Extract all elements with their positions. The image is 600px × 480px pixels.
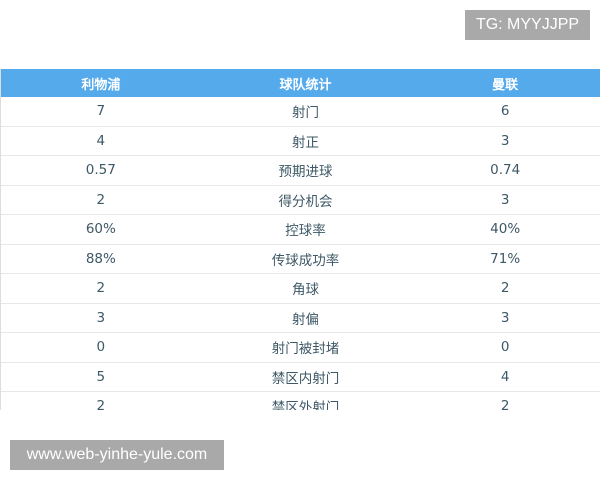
home-value: 88% <box>85 250 116 267</box>
table-row: 60% 控球率 40% <box>1 215 600 245</box>
away-value: 3 <box>500 132 510 149</box>
watermark-bottom: www.web-yinhe-yule.com <box>10 440 224 470</box>
away-value: 3 <box>500 309 510 326</box>
header-home-team: 利物浦 <box>81 77 121 93</box>
home-value: 5 <box>96 368 106 385</box>
stats-table: 利物浦 球队统计 曼联 7 射门 6 4 射正 3 0.57 预期进球 0.74 2 得分机会 3 60… <box>0 69 600 410</box>
stat-name: 射偏 <box>292 311 319 328</box>
home-value: 60% <box>85 221 116 238</box>
table-row: 0 射门被封堵 0 <box>1 333 600 363</box>
table-row: 2 角球 2 <box>1 274 600 304</box>
watermark-top: TG: MYYJJPP <box>465 10 590 40</box>
home-value: 0.57 <box>85 162 116 179</box>
home-value: 3 <box>96 309 106 326</box>
stat-name: 得分机会 <box>278 193 333 210</box>
stat-name: 传球成功率 <box>271 252 340 269</box>
table-row: 2 得分机会 3 <box>1 186 600 215</box>
stat-name: 禁区外射门 <box>271 400 340 410</box>
away-value: 0 <box>500 339 510 356</box>
home-value: 0 <box>96 339 106 356</box>
table-row: 7 射门 6 <box>1 97 600 127</box>
table-row: 5 禁区内射门 4 <box>1 363 600 392</box>
table-row: 88% 传球成功率 71% <box>1 245 600 274</box>
away-value: 4 <box>500 368 510 385</box>
stat-name: 射门被封堵 <box>271 341 340 358</box>
away-value: 6 <box>500 103 510 120</box>
stat-name: 射门 <box>292 105 319 122</box>
home-value: 4 <box>96 132 106 149</box>
header-away-team: 曼联 <box>492 77 519 93</box>
table-row: 0.57 预期进球 0.74 <box>1 156 600 186</box>
table-header: 利物浦 球队统计 曼联 <box>1 69 600 97</box>
away-value: 3 <box>500 191 510 208</box>
stat-name: 角球 <box>292 282 319 299</box>
home-value: 2 <box>96 191 106 208</box>
away-value: 71% <box>490 250 521 267</box>
home-value: 2 <box>96 280 106 297</box>
stat-name: 射正 <box>292 134 319 151</box>
home-value: 7 <box>96 103 106 120</box>
away-value: 0.74 <box>490 162 521 179</box>
stat-name: 预期进球 <box>278 164 333 181</box>
table-row: 3 射偏 3 <box>1 304 600 333</box>
away-value: 2 <box>500 398 510 410</box>
stat-name: 禁区内射门 <box>271 370 340 387</box>
home-value: 2 <box>96 398 106 410</box>
away-value: 2 <box>500 280 510 297</box>
table-row: 2 禁区外射门 2 <box>1 392 600 410</box>
stat-name: 控球率 <box>285 223 326 240</box>
table-row: 4 射正 3 <box>1 127 600 156</box>
header-stat: 球队统计 <box>279 77 332 93</box>
away-value: 40% <box>490 221 521 238</box>
